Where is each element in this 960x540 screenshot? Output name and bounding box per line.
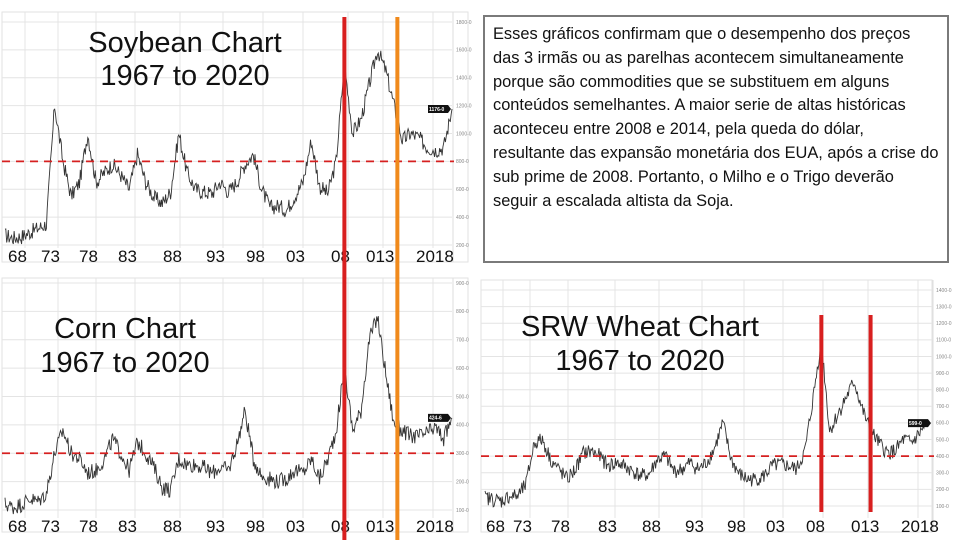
price-line: [4, 316, 453, 515]
y-tick-label: 400-0: [456, 423, 469, 429]
year-label: 03: [286, 517, 305, 536]
event-markers: [342, 17, 873, 540]
last-price-label: 1176-0: [429, 107, 445, 113]
year-label: 08: [331, 517, 350, 536]
y-tick-label: 400-0: [456, 215, 469, 221]
year-label: 73: [41, 247, 60, 266]
year-label: 83: [118, 247, 137, 266]
last-price-label: 599-0: [909, 421, 922, 427]
year-label: 2018: [416, 247, 454, 266]
year-label: 03: [286, 247, 305, 266]
y-tick-label: 200-0: [456, 479, 469, 485]
last-price-badge: [428, 104, 451, 113]
year-label: 68: [486, 517, 505, 536]
y-tick-label: 700-0: [456, 338, 469, 344]
price-line: [484, 339, 929, 508]
y-tick-label: 800-0: [456, 159, 469, 165]
y-tick-label: 1300-0: [936, 304, 952, 310]
year-label: 78: [79, 517, 98, 536]
y-tick-label: 1200-0: [936, 321, 952, 327]
chart-subtitle: 1967 to 2020: [40, 347, 209, 379]
last-price-badge: [908, 419, 931, 428]
year-label: 68: [8, 247, 27, 266]
y-tick-label: 1600-0: [456, 48, 472, 54]
y-tick-label: 500-0: [936, 437, 949, 443]
year-label: 98: [246, 517, 265, 536]
year-label: 88: [163, 247, 182, 266]
year-label: 2018: [416, 517, 454, 536]
y-tick-label: 1400-0: [456, 76, 472, 82]
commentary-text-box: Esses gráficos confirmam que o desempenh…: [483, 15, 949, 263]
year-label: 83: [118, 517, 137, 536]
last-price-badge: [428, 413, 451, 422]
chart-subtitle: 1967 to 2020: [555, 345, 724, 377]
chart-title: Corn Chart: [54, 313, 196, 345]
chart-title: SRW Wheat Chart: [521, 311, 759, 343]
year-label: 03: [766, 517, 785, 536]
year-label: 78: [79, 247, 98, 266]
y-tick-label: 1000-0: [936, 354, 952, 360]
y-tick-label: 100-0: [456, 508, 469, 514]
y-tick-label: 400-0: [936, 454, 949, 460]
year-label: 98: [727, 517, 746, 536]
year-label: 013: [366, 247, 394, 266]
chart-title: Soybean Chart: [88, 27, 281, 59]
y-tick-label: 1400-0: [936, 288, 952, 294]
year-label: 73: [513, 517, 532, 536]
wheat-chart: 100-0 200-0 300-0 400-0 500-0 600-0 700-0 800-0…: [480, 279, 952, 536]
year-label: 78: [551, 517, 570, 536]
year-label: 98: [246, 247, 265, 266]
year-label: 93: [206, 247, 225, 266]
y-tick-label: 600-0: [456, 366, 469, 372]
y-tick-label: 1000-0: [456, 131, 472, 137]
plot-frame: [1, 11, 469, 263]
y-tick-label: 200-0: [936, 487, 949, 493]
y-tick-label: 300-0: [936, 471, 949, 477]
y-tick-label: 1800-0: [456, 20, 472, 26]
year-label: 08: [806, 517, 825, 536]
year-label: 88: [163, 517, 182, 536]
y-tick-label: 300-0: [456, 451, 469, 457]
y-tick-label: 700-0: [936, 404, 949, 410]
price-line: [4, 50, 453, 245]
last-price-label: 424-6: [429, 416, 442, 422]
year-label: 73: [41, 517, 60, 536]
y-tick-label: 100-0: [936, 504, 949, 510]
year-label: 93: [206, 517, 225, 536]
year-label: 013: [366, 517, 394, 536]
y-tick-label: 600-0: [456, 187, 469, 193]
soybean-chart: 200-0 400-0 600-0 800-0 1000-0 1200-0 1400-0 16…: [1, 11, 472, 266]
corn-chart: 100-0 200-0 300-0 400-0 500-0 600-0 700-0 800-0…: [1, 277, 469, 536]
y-tick-label: 800-0: [456, 309, 469, 315]
y-tick-label: 900-0: [456, 281, 469, 287]
year-label: 68: [8, 517, 27, 536]
year-label: 08: [331, 247, 350, 266]
y-tick-label: 1200-0: [456, 103, 472, 109]
y-tick-label: 800-0: [936, 387, 949, 393]
y-tick-label: 200-0: [456, 243, 469, 249]
y-tick-label: 500-0: [456, 394, 469, 400]
commentary-text: Esses gráficos confirmam que o desempenh…: [493, 25, 939, 210]
y-tick-label: 600-0: [936, 421, 949, 427]
y-tick-label: 1100-0: [936, 338, 951, 344]
year-label: 83: [598, 517, 617, 536]
chart-subtitle: 1967 to 2020: [100, 60, 269, 92]
year-label: 2018: [901, 517, 939, 536]
year-label: 013: [851, 517, 879, 536]
year-label: 93: [685, 517, 704, 536]
y-tick-label: 900-0: [936, 371, 949, 377]
year-label: 88: [642, 517, 661, 536]
